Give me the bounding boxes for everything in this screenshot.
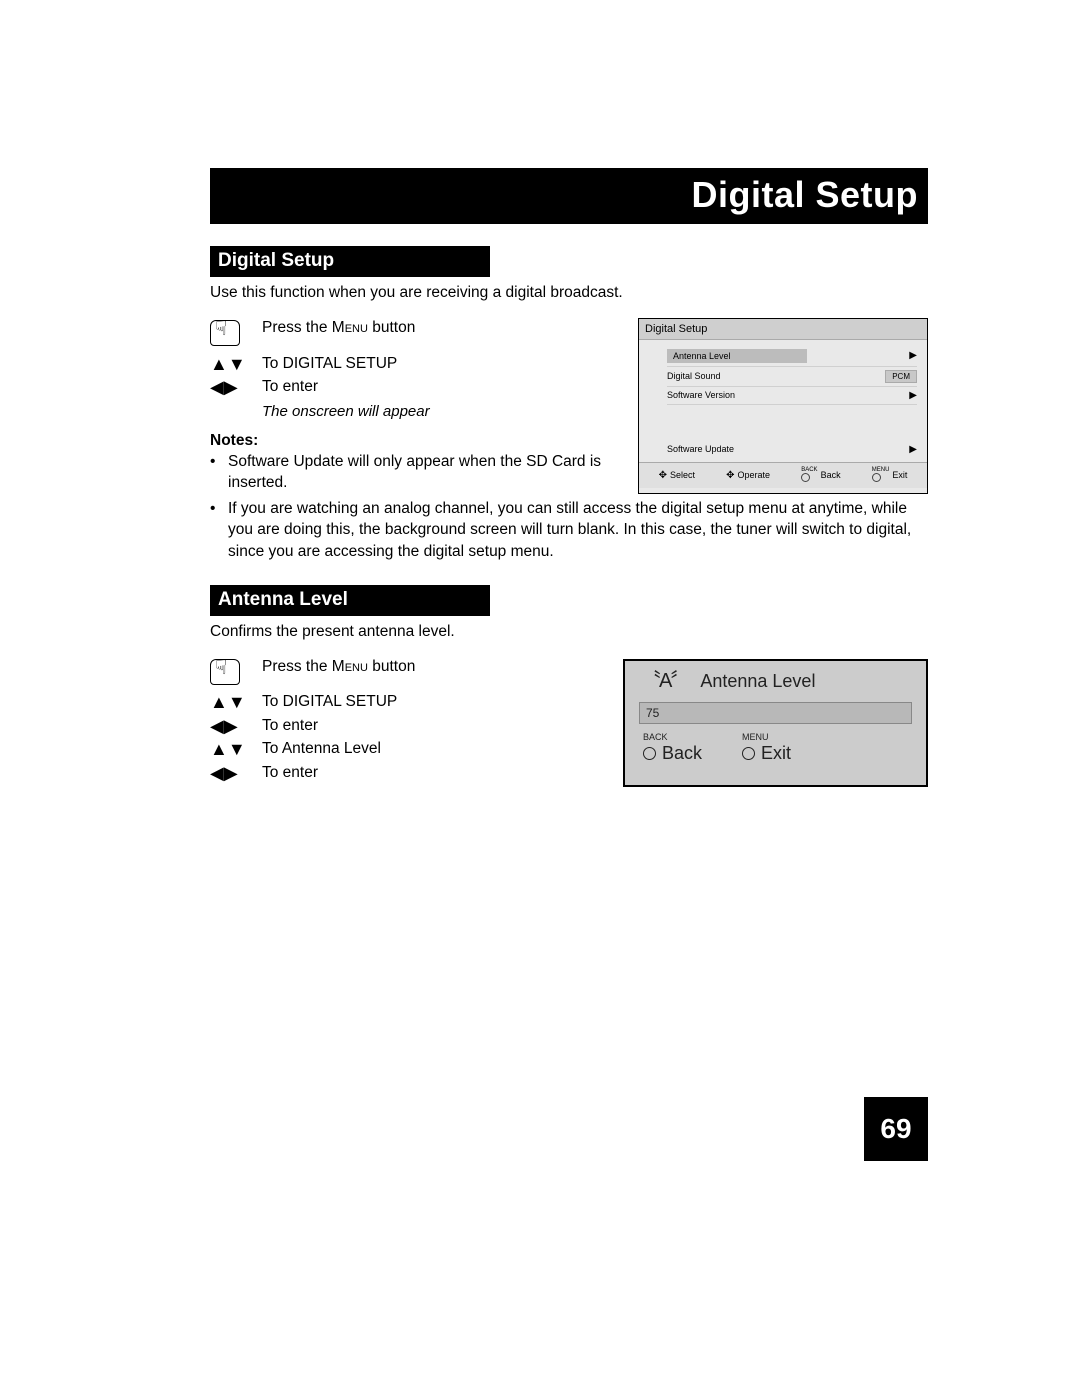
osd-digital-setup: Digital Setup Antenna Level ▶ Digital So… xyxy=(638,318,928,494)
section-digital-setup-header: Digital Setup xyxy=(210,246,490,277)
note-analog-channel: If you are watching an analog channel, y… xyxy=(228,498,928,563)
antenna-icon: 〝A〞 xyxy=(641,671,688,691)
step-press-menu: Press the Menu button xyxy=(262,318,620,339)
updown-icon: ▲▼ xyxy=(210,692,262,714)
step2-press-menu: Press the Menu button xyxy=(262,657,605,678)
antenna-title: Antenna Level xyxy=(700,671,815,692)
hand-icon xyxy=(210,318,262,352)
bullet-dot: • xyxy=(210,498,228,563)
step2-to-digital-setup: To DIGITAL SETUP xyxy=(262,692,605,713)
note-sd-card: Software Update will only appear when th… xyxy=(228,452,620,494)
back-label: Back xyxy=(662,743,702,764)
step2-to-antenna-level: To Antenna Level xyxy=(262,739,605,760)
page-title: Digital Setup xyxy=(210,168,928,224)
circle-icon xyxy=(742,747,755,760)
exit-label: Exit xyxy=(761,743,791,764)
updown-icon: ▲▼ xyxy=(210,354,262,376)
antenna-meter: 75 xyxy=(639,702,912,724)
antenna-level-display: 〝A〞 Antenna Level 75 BACK Back MENU Exit xyxy=(623,659,928,787)
leftright-icon: ◀▶ xyxy=(210,716,262,738)
osd-item-software-update: Software Update ▶ xyxy=(667,441,917,458)
antenna-value: 75 xyxy=(640,706,659,720)
osd-item-antenna-level: Antenna Level ▶ xyxy=(667,346,917,367)
bullet-dot: • xyxy=(210,452,228,494)
onscreen-note: The onscreen will appear xyxy=(262,403,620,420)
section1-intro: Use this function when you are receiving… xyxy=(210,283,928,304)
circle-icon xyxy=(643,747,656,760)
osd-title: Digital Setup xyxy=(639,319,927,340)
step2-to-enter2: To enter xyxy=(262,763,605,784)
step-to-digital-setup: To DIGITAL SETUP xyxy=(262,354,620,375)
osd-footer: ✥Select ✥Operate BACKBack MENUExit xyxy=(639,462,927,488)
step2-to-enter: To enter xyxy=(262,716,605,737)
step-to-enter: To enter xyxy=(262,377,620,398)
section-antenna-level-header: Antenna Level xyxy=(210,585,490,616)
updown-icon: ▲▼ xyxy=(210,739,262,761)
menu-tiny-label: MENU xyxy=(742,732,769,742)
notes-label: Notes: xyxy=(210,432,620,450)
leftright-icon: ◀▶ xyxy=(210,763,262,785)
back-tiny-label: BACK xyxy=(643,732,668,742)
osd-item-digital-sound: Digital Sound PCM xyxy=(667,367,917,387)
hand-icon xyxy=(210,657,262,691)
page-number: 69 xyxy=(864,1097,928,1161)
section2-intro: Confirms the present antenna level. xyxy=(210,622,928,643)
leftright-icon: ◀▶ xyxy=(210,377,262,399)
osd-item-software-version: Software Version ▶ xyxy=(667,387,917,405)
